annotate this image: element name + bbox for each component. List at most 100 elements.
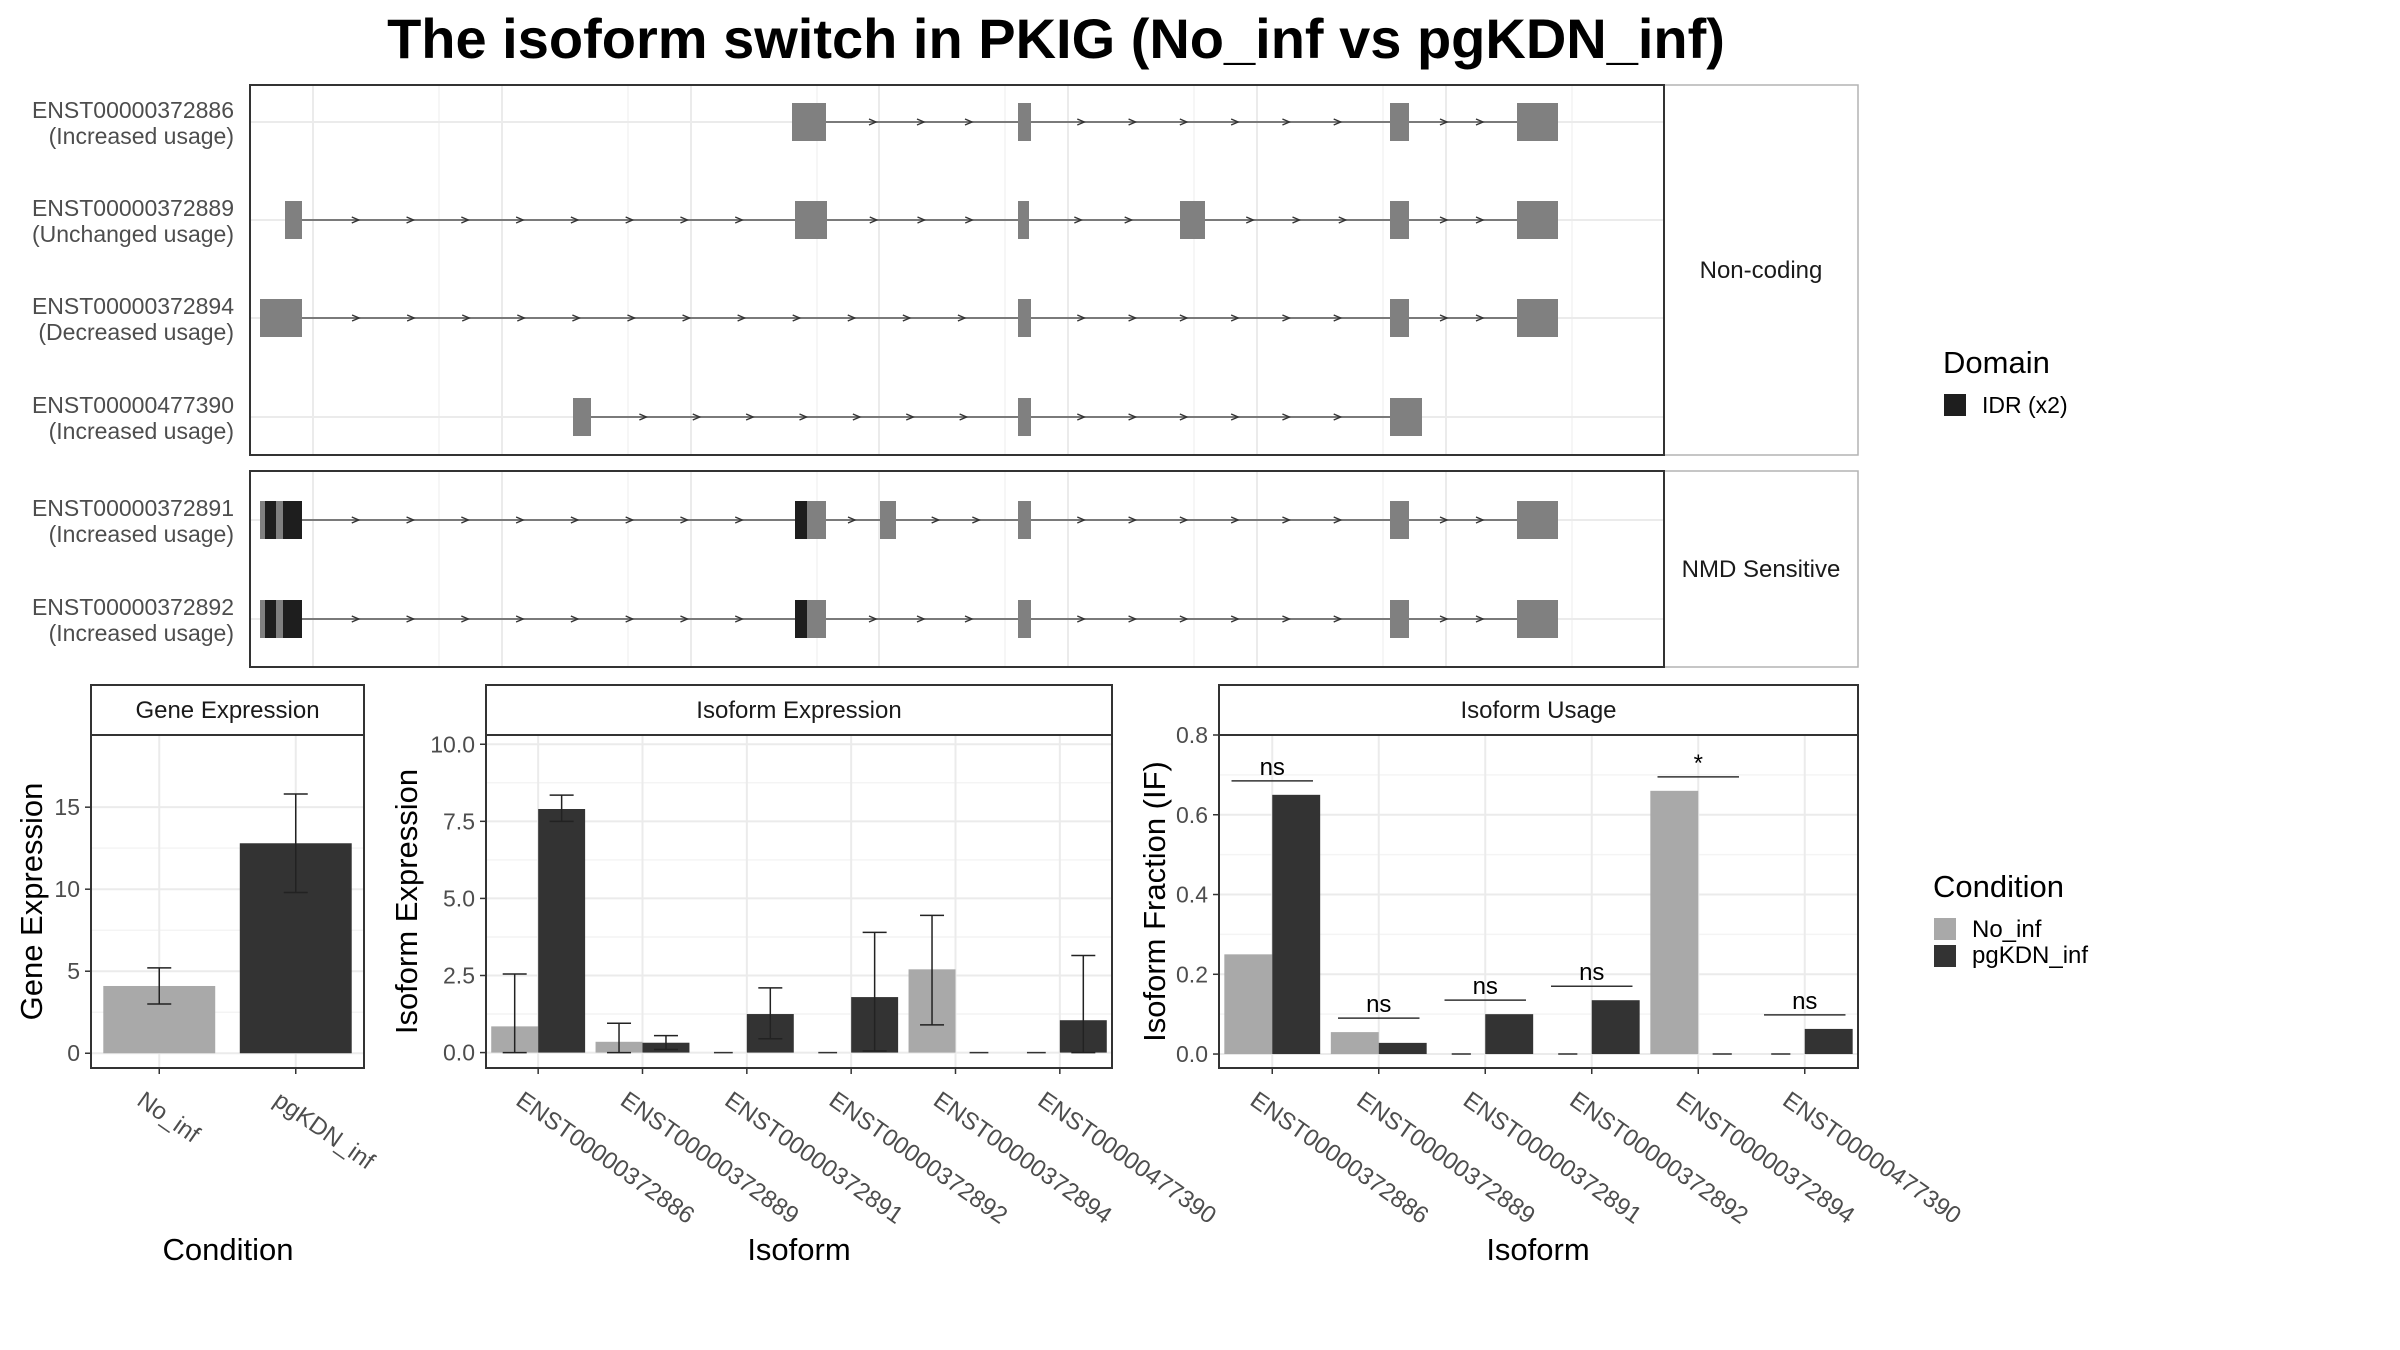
strand-arrow [1179,516,1189,524]
strand-arrow [1439,118,1449,126]
domain-legend: Domain IDR (x2) [1943,345,2068,418]
strand-arrow [406,314,416,322]
domain-idr [265,501,276,539]
condition-legend: Condition No_inf pgKDN_inf [1933,869,2088,969]
panel-border [1218,734,1859,1069]
strand-arrow [351,516,361,524]
strand-arrow [692,413,702,421]
condition-legend-key-pgkdn-inf [1934,945,1956,967]
strand-arrow [570,516,580,524]
facet-label: Non-coding [1700,257,1823,284]
strand-arrow [1292,216,1302,224]
transcript-id-label: ENST00000372891 [32,495,234,521]
strand-arrow [1077,118,1087,126]
bar-enst00000372886-pgkdn-inf [538,809,586,1053]
exon [792,103,826,141]
x-tick-label-enst00000372894: ENST00000372894 [928,1087,1116,1230]
strand-arrow [461,516,471,524]
strand-arrow [572,314,582,322]
y-axis-title: Isoform Fraction (IF) [1137,761,1172,1042]
y-tick-label: 2.5 [443,963,475,989]
exon [1517,501,1558,539]
x-tick-label-no-inf: No_inf [132,1087,205,1149]
exon [1018,501,1031,539]
strand-arrow [972,516,982,524]
strand-arrow [916,615,926,623]
strand-arrow [625,216,635,224]
strand-arrow [1128,413,1138,421]
strand-arrow [792,314,802,322]
strand-arrow [1230,314,1240,322]
strand-arrow [1128,314,1138,322]
exon [1517,299,1558,337]
exon [1018,600,1031,638]
transcript-id-label: ENST00000372886 [32,97,234,123]
domain-idr [795,501,807,539]
y-tick-label: 0.0 [1176,1041,1208,1067]
strand-arrow [1475,216,1485,224]
strand-arrow [1179,314,1189,322]
y-tick-label: 5 [67,958,80,984]
strand-arrow [1282,314,1292,322]
transcript-id-label: ENST00000372892 [32,594,234,620]
strand-arrow [1179,413,1189,421]
panel-background [250,85,1664,455]
strand-arrow [799,413,809,421]
y-tick-label: 0 [67,1040,80,1066]
strand-arrow [515,216,525,224]
strand-arrow [1077,516,1087,524]
exon [285,201,302,239]
strand-arrow [964,615,974,623]
strand-arrow [959,413,969,421]
strand-arrow [1439,216,1449,224]
strand-arrow [1230,413,1240,421]
strand-arrow [905,413,916,421]
bar-enst00000477390-pgkdn-inf [1804,1028,1853,1055]
strand-arrow [680,615,690,623]
strand-arrow [1074,216,1084,224]
exon [1517,201,1558,239]
facet-title: Gene Expression [135,697,319,724]
strand-arrow [1439,516,1449,524]
x-tick-label-enst00000372889: ENST00000372889 [1352,1087,1540,1230]
exon [1390,299,1409,337]
y-tick-label: 15 [54,794,80,820]
y-tick-label: 0.2 [1176,961,1208,987]
structure-panel-non-coding: Non-coding ENST00000372886(Increased usag… [32,84,1859,456]
transcript-usage-label: (Increased usage) [49,123,234,149]
transcript-id-label: ENST00000372889 [32,195,234,221]
isoform-expression-chart: Isoform Expression 0.0 2.5 5.0 7.5 10.0 ENST00… [389,684,1221,1267]
facet-title: Isoform Usage [1460,697,1616,724]
significance-label: ns [1792,988,1817,1015]
strand-arrow [351,314,361,322]
x-tick-label-enst00000372886: ENST00000372886 [511,1087,699,1230]
strand-arrow [1124,216,1134,224]
transcript-id-label: ENST00000477390 [32,392,234,418]
strand-arrow [406,216,416,224]
exon [1390,398,1422,436]
exon [1390,600,1409,638]
x-tick-label-enst00000372894: ENST00000372894 [1671,1087,1859,1230]
strand-arrow [734,516,744,524]
transcript-usage-label: (Unchanged usage) [32,221,234,247]
strand-arrow [1077,615,1087,623]
strand-arrow [1475,118,1485,126]
bar-enst00000372886-no-inf [1224,954,1273,1055]
bar-enst00000372891-pgkdn-inf [1485,1014,1534,1055]
y-tick-label: 10.0 [430,731,475,757]
strand-arrow [515,615,525,623]
strand-arrow [1128,516,1138,524]
gene-expression-chart: Gene Expression 0 5 10 15 No_inf pgKDN_inf Gene… [14,684,380,1267]
y-tick-label: 0.8 [1176,722,1208,748]
bar-enst00000372889-no-inf [1330,1032,1379,1055]
significance-label: ns [1260,754,1285,781]
x-axis-title: Isoform [1486,1232,1589,1267]
exon [1517,600,1558,638]
bar-enst00000372889-pgkdn-inf [1378,1042,1427,1055]
x-axis-title: Isoform [747,1232,850,1267]
exon [795,201,827,239]
exon [1390,201,1409,239]
strand-arrow [917,216,927,224]
domain-idr [283,600,302,638]
facet-strip [90,684,365,736]
